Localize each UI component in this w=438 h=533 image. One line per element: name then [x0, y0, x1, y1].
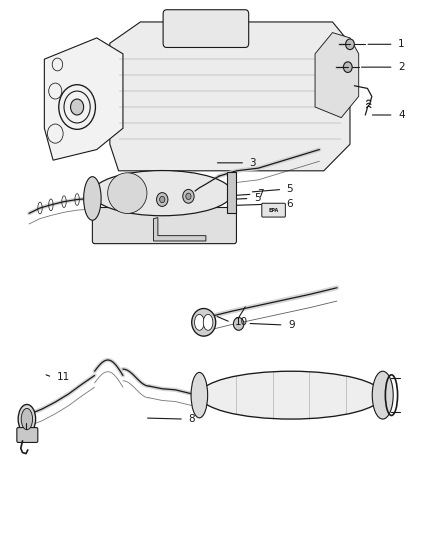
Text: 5: 5: [287, 184, 293, 195]
Text: 6: 6: [287, 199, 293, 209]
Circle shape: [71, 99, 84, 115]
Ellipse shape: [84, 176, 101, 220]
FancyBboxPatch shape: [163, 10, 249, 47]
Text: 7: 7: [257, 189, 264, 199]
Text: EPA: EPA: [268, 208, 279, 213]
Polygon shape: [44, 38, 123, 160]
Polygon shape: [110, 22, 350, 171]
Text: 9: 9: [288, 320, 295, 330]
Circle shape: [346, 39, 354, 50]
Text: 2: 2: [398, 62, 405, 72]
Text: 11: 11: [57, 372, 70, 382]
Ellipse shape: [92, 171, 232, 216]
Text: 1: 1: [398, 39, 405, 49]
Ellipse shape: [21, 408, 32, 430]
Ellipse shape: [18, 405, 35, 434]
Bar: [227, 172, 237, 213]
FancyBboxPatch shape: [262, 203, 286, 217]
Text: 8: 8: [188, 414, 195, 424]
Circle shape: [186, 193, 191, 199]
Text: 10: 10: [235, 317, 248, 327]
FancyBboxPatch shape: [17, 427, 38, 442]
FancyBboxPatch shape: [92, 207, 237, 244]
Circle shape: [233, 318, 244, 330]
Circle shape: [343, 62, 352, 72]
Circle shape: [156, 192, 168, 206]
Circle shape: [159, 196, 165, 203]
Ellipse shape: [372, 371, 393, 419]
Text: 4: 4: [398, 110, 405, 120]
Ellipse shape: [194, 314, 204, 330]
Text: 5: 5: [254, 193, 261, 204]
Polygon shape: [153, 217, 206, 241]
Ellipse shape: [108, 173, 147, 214]
Ellipse shape: [199, 371, 383, 419]
Ellipse shape: [192, 309, 216, 336]
Polygon shape: [315, 33, 359, 118]
Ellipse shape: [191, 373, 208, 418]
Circle shape: [183, 189, 194, 203]
Ellipse shape: [203, 314, 213, 330]
Text: 3: 3: [250, 158, 256, 168]
